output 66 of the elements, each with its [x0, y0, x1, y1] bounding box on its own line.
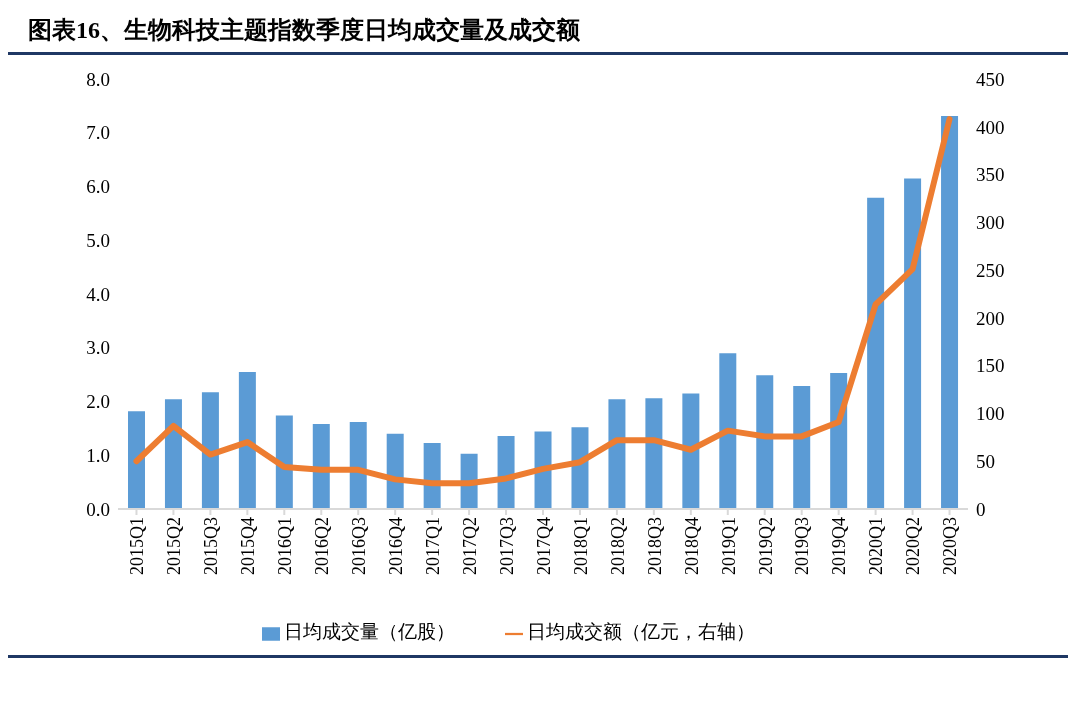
bar: [497, 435, 515, 509]
y-tick-label: 3.0: [86, 337, 110, 359]
y2-tick-label: 100: [976, 403, 1005, 425]
y-tick-label: 0.0: [86, 498, 110, 520]
x-tick-label: 2020Q3: [940, 517, 961, 575]
x-tick-label: 2015Q2: [164, 517, 185, 575]
bar: [312, 424, 330, 509]
y-tick-label: 2.0: [86, 391, 110, 413]
bar: [941, 116, 959, 509]
x-tick-label: 2016Q2: [312, 517, 333, 575]
y-tick-label: 5.0: [86, 229, 110, 251]
x-tick-label: 2019Q2: [755, 517, 776, 575]
x-tick-label: 2017Q3: [496, 517, 517, 575]
y2-tick-label: 250: [976, 259, 1005, 281]
y2-tick-label: 0: [976, 498, 986, 520]
y-tick-label: 4.0: [86, 283, 110, 305]
y2-tick-label: 400: [976, 116, 1005, 138]
y2-tick-label: 300: [976, 212, 1005, 234]
bar: [386, 433, 404, 509]
x-tick-label: 2019Q3: [792, 517, 813, 575]
x-tick-label: 2018Q1: [570, 517, 591, 575]
bar: [201, 392, 219, 509]
bar: [682, 393, 700, 509]
bar: [904, 178, 922, 509]
bar: [534, 431, 552, 509]
x-tick-label: 2018Q3: [644, 517, 665, 575]
bar: [164, 399, 182, 509]
x-tick-label: 2018Q2: [607, 517, 628, 575]
x-tick-label: 2017Q4: [533, 517, 554, 575]
x-tick-label: 2016Q4: [385, 517, 406, 575]
x-tick-label: 2017Q1: [422, 517, 443, 575]
bar: [867, 197, 885, 509]
x-tick-label: 2015Q1: [127, 517, 148, 575]
bar: [608, 399, 626, 509]
bar: [349, 421, 367, 509]
x-tick-label: 2015Q3: [201, 517, 222, 575]
bar: [238, 371, 256, 509]
bar: [128, 411, 145, 509]
bar: [571, 427, 589, 509]
y2-tick-label: 200: [976, 307, 1005, 329]
x-tick-label: 2016Q1: [275, 517, 296, 575]
bar: [275, 415, 293, 509]
x-tick-label: 2016Q3: [349, 517, 369, 575]
bar: [793, 385, 811, 509]
x-tick-label: 2019Q1: [718, 517, 739, 575]
legend-label: 日均成交量（亿股）: [283, 621, 455, 642]
y-tick-label: 1.0: [86, 444, 110, 466]
x-tick-label: 2015Q4: [238, 517, 259, 575]
x-tick-label: 2020Q1: [866, 517, 887, 575]
bar: [756, 375, 774, 509]
x-tick-label: 2019Q4: [829, 517, 850, 575]
y2-tick-label: 450: [976, 68, 1005, 90]
bar: [830, 373, 848, 509]
y2-tick-label: 150: [976, 355, 1005, 377]
y2-tick-label: 350: [976, 164, 1005, 186]
bar: [719, 353, 737, 509]
y-tick-label: 7.0: [86, 122, 110, 144]
y-tick-label: 8.0: [86, 68, 110, 90]
y2-tick-label: 50: [976, 450, 995, 472]
legend-label: 日均成交额（亿元，右轴）: [526, 621, 755, 642]
chart-title: 图表16、生物科技主题指数季度日均成交量及成交额: [8, 8, 1068, 55]
x-tick-label: 2018Q4: [681, 517, 702, 575]
y-tick-label: 6.0: [86, 176, 110, 198]
bar: [645, 398, 663, 509]
x-tick-label: 2017Q2: [459, 517, 480, 575]
x-tick-label: 2020Q2: [903, 517, 924, 575]
